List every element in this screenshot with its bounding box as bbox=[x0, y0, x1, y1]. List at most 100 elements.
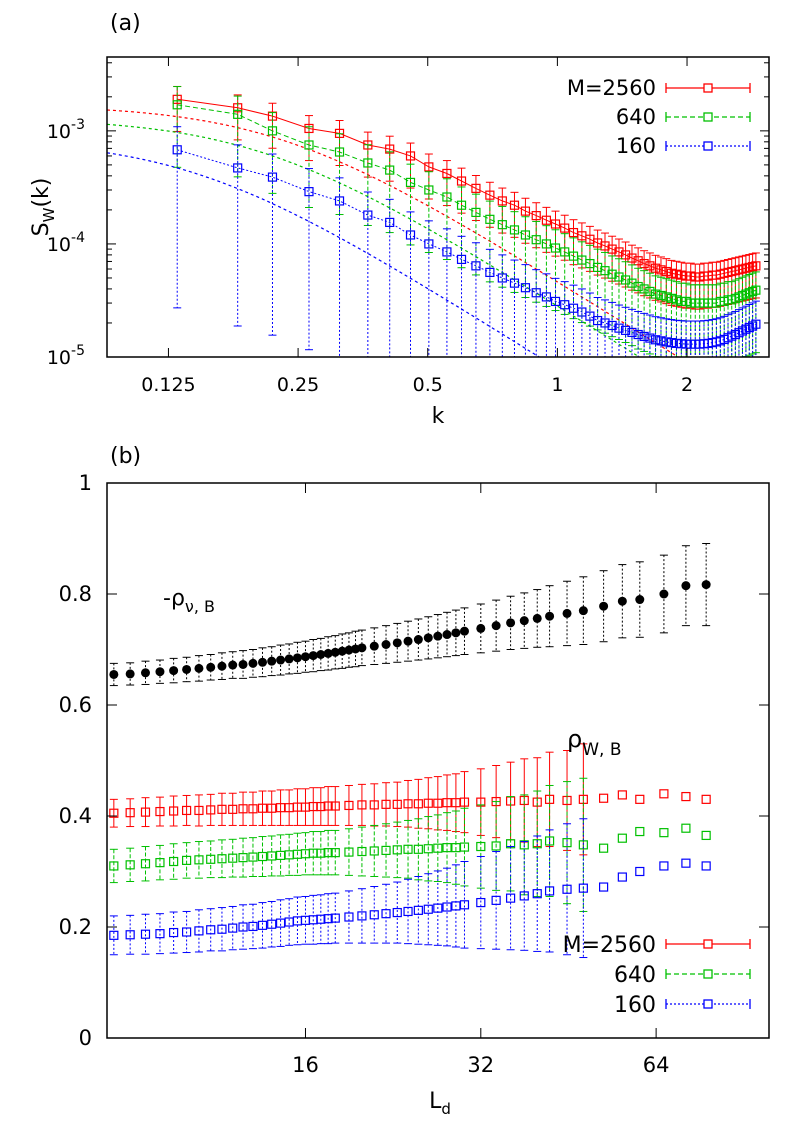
data-point bbox=[506, 618, 516, 628]
data-point bbox=[217, 854, 227, 864]
data-point bbox=[607, 320, 617, 331]
panel-a-axes: 0.125 0.25 0.5 1 2 10-5 10-4 10-3 bbox=[47, 57, 769, 396]
data-point bbox=[614, 323, 624, 333]
data-point bbox=[206, 925, 216, 935]
y-tick-label: 0.4 bbox=[59, 804, 92, 828]
data-point bbox=[620, 275, 631, 285]
panel-a: (a) 0.125 0.25 0.5 1 2 10-5 10-4 10-3 SW(k) k M… bbox=[29, 11, 770, 429]
data-point bbox=[741, 289, 751, 299]
data-point bbox=[381, 909, 391, 919]
data-point bbox=[357, 643, 367, 653]
data-point bbox=[423, 633, 433, 643]
data-point bbox=[751, 261, 761, 271]
data-point bbox=[578, 883, 588, 893]
data-point bbox=[357, 846, 367, 857]
data-point bbox=[600, 241, 610, 251]
data-point bbox=[238, 659, 248, 669]
series-2 bbox=[107, 126, 761, 357]
data-point bbox=[392, 638, 402, 648]
data-point bbox=[505, 893, 516, 903]
data-point bbox=[607, 244, 617, 254]
data-point bbox=[531, 211, 541, 221]
data-point bbox=[645, 286, 655, 297]
data-point bbox=[267, 803, 277, 813]
data-point bbox=[676, 339, 686, 349]
data-point bbox=[520, 206, 531, 216]
data-point bbox=[497, 273, 507, 283]
data-point bbox=[442, 902, 452, 912]
annotation-rho-w: ρW, B bbox=[567, 725, 622, 760]
y-tick-label: 0.2 bbox=[59, 915, 92, 939]
x-tick-label: 1 bbox=[551, 374, 563, 396]
data-point bbox=[248, 852, 258, 862]
data-point bbox=[671, 338, 682, 348]
data-point bbox=[578, 840, 588, 850]
data-point bbox=[531, 235, 541, 245]
data-point bbox=[442, 192, 452, 202]
data-point bbox=[182, 805, 192, 816]
data-point bbox=[194, 855, 204, 865]
data-point bbox=[140, 668, 150, 678]
data-point bbox=[276, 655, 286, 665]
data-point bbox=[531, 288, 541, 298]
data-point bbox=[681, 823, 691, 833]
legend-label: 160 bbox=[616, 134, 656, 158]
data-point bbox=[172, 145, 182, 155]
data-point bbox=[471, 183, 481, 193]
data-point bbox=[109, 930, 119, 940]
data-point bbox=[433, 903, 443, 913]
data-point bbox=[599, 882, 609, 892]
data-point bbox=[381, 845, 391, 856]
series-0 bbox=[109, 743, 711, 856]
panel-a-label: (a) bbox=[110, 11, 141, 36]
data-point bbox=[330, 848, 340, 858]
data-point bbox=[471, 261, 481, 271]
data-point bbox=[659, 589, 669, 599]
data-point bbox=[560, 300, 570, 310]
data-point bbox=[520, 283, 531, 293]
data-point bbox=[248, 658, 258, 668]
x-tick-label: 0.25 bbox=[277, 374, 319, 396]
data-point bbox=[661, 266, 671, 277]
data-point bbox=[541, 292, 552, 302]
data-point bbox=[140, 807, 151, 817]
data-point bbox=[169, 666, 179, 676]
data-point bbox=[308, 651, 318, 661]
data-point bbox=[509, 200, 520, 210]
data-point bbox=[635, 595, 645, 605]
data-point bbox=[238, 922, 248, 932]
data-point bbox=[639, 284, 649, 294]
data-point bbox=[560, 223, 570, 233]
data-point bbox=[125, 930, 135, 940]
data-point bbox=[751, 319, 761, 329]
data-point bbox=[169, 927, 179, 938]
data-point bbox=[369, 641, 379, 651]
data-point bbox=[656, 290, 666, 301]
data-point bbox=[363, 210, 373, 220]
data-point bbox=[519, 616, 529, 626]
x-tick-label: 32 bbox=[467, 1053, 494, 1077]
data-point bbox=[194, 805, 204, 816]
data-point bbox=[206, 805, 216, 815]
data-point bbox=[442, 630, 452, 640]
panel-a-frame bbox=[106, 56, 770, 358]
data-point bbox=[614, 272, 624, 282]
data-point bbox=[267, 851, 277, 861]
legend-label: 640 bbox=[616, 105, 656, 129]
data-point bbox=[485, 190, 495, 200]
data-point bbox=[661, 292, 671, 302]
data-point bbox=[344, 912, 354, 922]
data-point bbox=[497, 220, 507, 230]
data-point bbox=[741, 324, 751, 334]
data-point bbox=[607, 269, 617, 279]
data-point bbox=[182, 855, 192, 866]
x-tick-label: 0.125 bbox=[141, 374, 195, 396]
data-point bbox=[491, 895, 501, 905]
data-point bbox=[661, 337, 671, 347]
data-point bbox=[544, 886, 555, 896]
data-point bbox=[442, 843, 452, 853]
data-point bbox=[485, 214, 495, 224]
data-point bbox=[257, 920, 268, 930]
data-point bbox=[519, 891, 529, 901]
